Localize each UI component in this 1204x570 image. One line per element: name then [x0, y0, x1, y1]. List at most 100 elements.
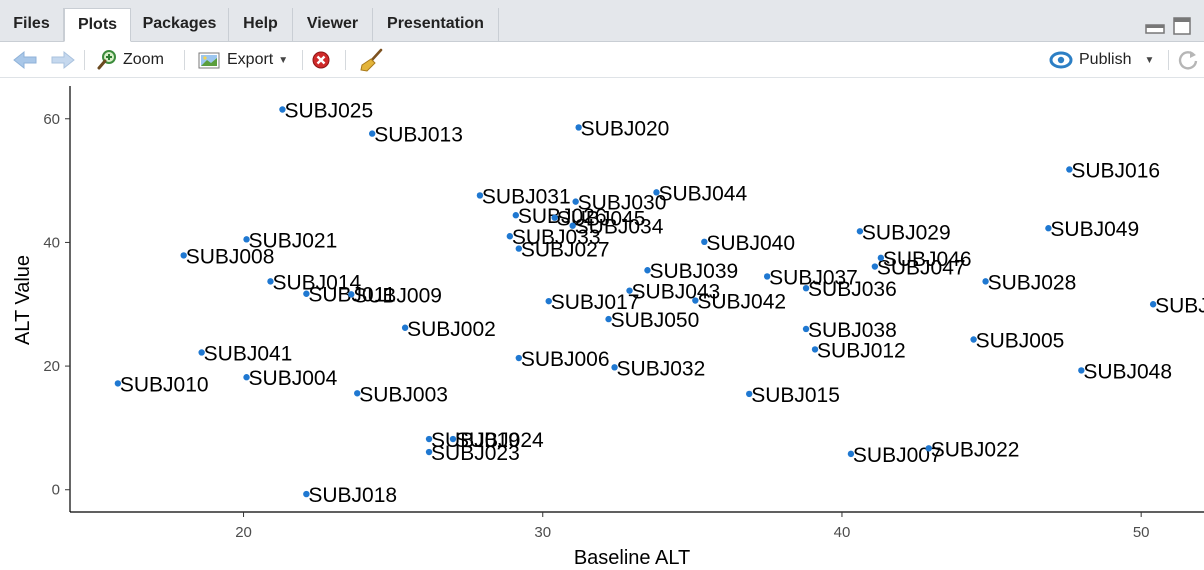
point-label: SUBJ040: [706, 232, 795, 255]
data-point: [425, 435, 433, 443]
refresh-button[interactable]: [1177, 48, 1199, 72]
export-image-icon: [198, 52, 220, 69]
data-point: [512, 212, 520, 219]
data-point: [515, 354, 523, 362]
toolbar-separator: [184, 50, 185, 70]
toolbar-separator: [1168, 50, 1169, 70]
plots-toolbar: Zoom Export ▼ Publish ▼: [0, 42, 1204, 78]
point-label: SUBJ013: [374, 124, 463, 147]
data-point: [802, 325, 810, 333]
y-axis-title: ALT Value: [12, 255, 34, 345]
point-label: SUBJ009: [353, 284, 442, 307]
point-label: SUBJ005: [976, 329, 1065, 352]
point-label: SUBJ018: [308, 484, 397, 507]
point-label: SUBJ026: [518, 205, 607, 228]
point-label: SUBJ027: [521, 239, 610, 262]
point-label: SUBJ019: [431, 429, 520, 452]
tab-files[interactable]: Files: [0, 8, 64, 42]
data-point: [180, 252, 187, 259]
data-point: [701, 238, 708, 246]
y-tick-label: 20: [43, 358, 60, 375]
point-label: SUBJ014: [272, 271, 361, 294]
data-point: [847, 450, 855, 458]
minimize-icon: [1145, 24, 1165, 34]
toolbar-separator: [84, 50, 85, 70]
point-label: SUBJ028: [988, 271, 1077, 294]
point-label: SUBJ024: [455, 429, 544, 452]
back-button[interactable]: [12, 48, 38, 72]
zoom-button[interactable]: Zoom: [96, 48, 164, 72]
data-point: [925, 445, 932, 452]
publish-icon: [1049, 51, 1073, 69]
y-tick-label: 0: [52, 482, 60, 499]
tab-packages[interactable]: Packages: [131, 8, 229, 42]
data-point: [626, 287, 633, 294]
data-point: [644, 267, 651, 274]
point-label: SUBJ017: [551, 291, 640, 314]
forward-button[interactable]: [50, 48, 76, 72]
point-label: SUBJ021: [249, 229, 338, 252]
data-point: [692, 297, 699, 304]
data-point: [575, 124, 582, 131]
point-label: SUBJ043: [632, 281, 721, 304]
export-button[interactable]: Export ▼: [196, 48, 288, 72]
point-label: SUBJ047: [877, 257, 966, 280]
point-label: SUBJ041: [204, 342, 293, 365]
point-label: SUBJ008: [186, 245, 275, 268]
data-point: [605, 315, 612, 323]
data-point: [303, 490, 310, 498]
point-label: SUBJ031: [482, 185, 571, 208]
tab-help[interactable]: Help: [229, 8, 293, 42]
point-label: SUBJ001: [1155, 294, 1204, 317]
tab-viewer[interactable]: Viewer: [293, 8, 373, 42]
point-label: SUBJ048: [1083, 360, 1172, 383]
data-point: [1078, 367, 1085, 374]
data-point: [1149, 301, 1157, 308]
point-label: SUBJ020: [581, 117, 670, 140]
data-point: [653, 189, 660, 196]
data-points: [114, 106, 1157, 498]
point-label: SUBJ023: [431, 442, 520, 465]
data-point: [243, 236, 250, 243]
data-point: [802, 284, 810, 292]
data-point: [877, 254, 885, 262]
data-point: [267, 278, 274, 285]
data-point: [198, 349, 205, 356]
point-label: SUBJ016: [1071, 159, 1160, 182]
tab-presentation[interactable]: Presentation: [373, 8, 499, 42]
point-label: SUBJ045: [557, 208, 646, 231]
minimize-pane-button[interactable]: [1145, 20, 1165, 34]
data-point: [354, 390, 361, 397]
x-tick-label: 50: [1133, 524, 1150, 541]
dropdown-arrow-icon: ▼: [278, 54, 289, 66]
remove-plot-button[interactable]: [310, 48, 332, 72]
tab-plots[interactable]: Plots: [64, 8, 131, 42]
publish-button[interactable]: Publish ▼: [1048, 48, 1154, 72]
point-label: SUBJ029: [862, 221, 951, 244]
maximize-icon: [1173, 17, 1191, 35]
x-tick-label: 30: [534, 524, 551, 541]
y-tick-label: 40: [43, 234, 60, 251]
data-point: [545, 297, 552, 305]
back-arrow-icon: [13, 50, 37, 70]
data-point: [551, 214, 558, 221]
data-point: [572, 198, 579, 205]
y-tick-label: 60: [43, 111, 60, 128]
point-label: SUBJ034: [575, 216, 664, 239]
data-point: [369, 130, 376, 137]
data-point: [811, 346, 819, 353]
data-point: [506, 233, 514, 240]
point-label: SUBJ025: [284, 99, 373, 122]
point-label: SUBJ037: [769, 266, 858, 289]
point-label: SUBJ039: [649, 260, 738, 283]
maximize-pane-button[interactable]: [1172, 16, 1192, 36]
point-label: SUBJ030: [578, 192, 667, 215]
point-label: SUBJ015: [751, 384, 840, 407]
y-axis-ticks: 0 20 40 60: [43, 111, 70, 499]
point-label: SUBJ044: [658, 182, 747, 205]
clear-plots-button[interactable]: [359, 48, 385, 72]
x-axis-ticks: 20 30 40 50: [235, 512, 1150, 541]
toolbar-separator: [345, 50, 346, 70]
